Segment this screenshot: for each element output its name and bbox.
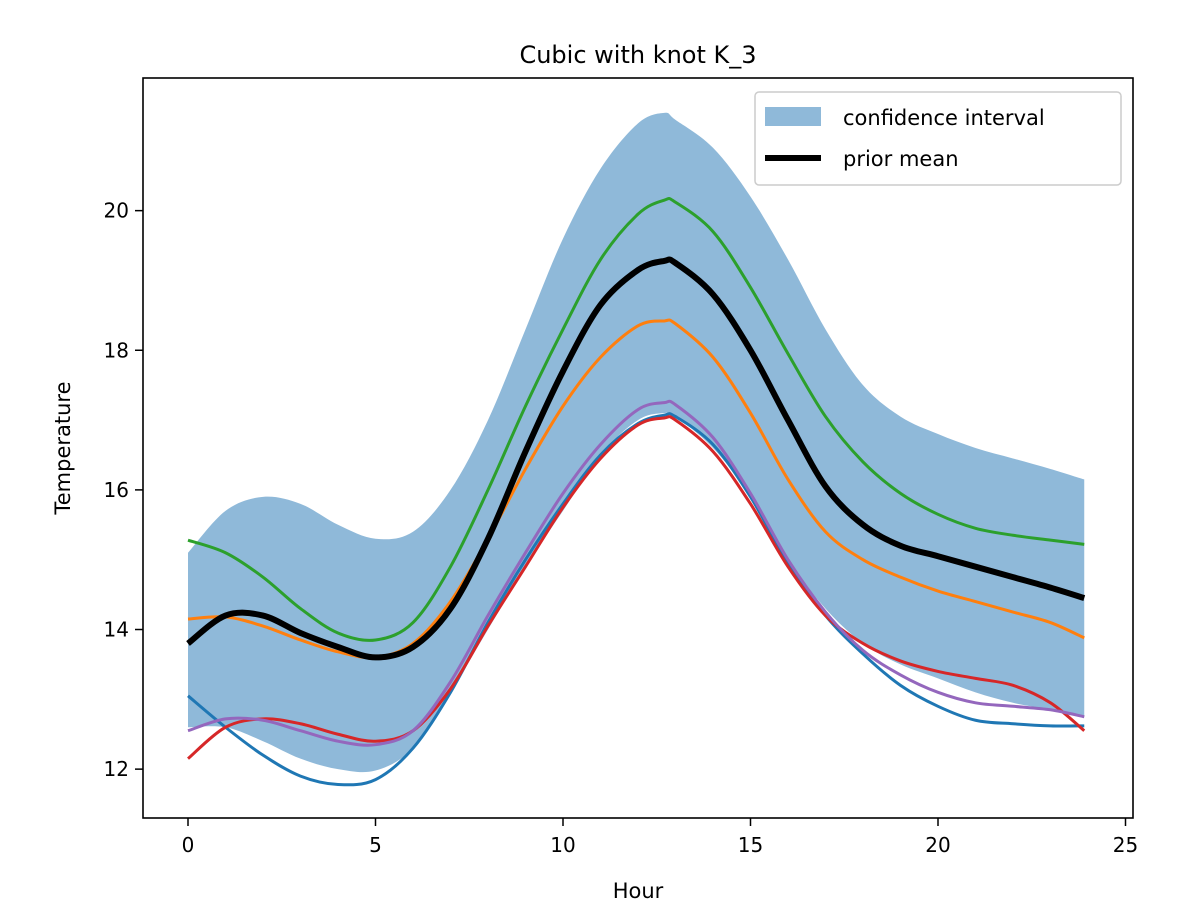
series-line-sample-3 (187, 399, 1085, 747)
confidence-interval-band (188, 112, 1085, 773)
chart-title: Cubic with knot K_3 (519, 41, 756, 69)
series-line-sample-5 (187, 197, 1085, 642)
series-line-prior-mean (186, 256, 1086, 661)
y-tick-label: 12 (104, 757, 129, 781)
legend-label-confidence-interval: confidence interval (843, 106, 1045, 130)
y-tick-label: 20 (104, 199, 129, 223)
series-line-sample-4 (187, 318, 1085, 660)
legend: confidence interval prior mean (754, 91, 1122, 186)
series-line-sample-1 (187, 412, 1085, 787)
x-tick-label: 20 (925, 833, 950, 857)
y-axis-label: Temperature (51, 381, 75, 515)
x-tick-label: 25 (1113, 833, 1138, 857)
y-tick-label: 14 (104, 618, 129, 642)
legend-label-prior-mean: prior mean (843, 147, 959, 171)
series-line-sample-2 (187, 415, 1086, 760)
x-tick-label: 10 (550, 833, 575, 857)
legend-frame (754, 91, 1122, 186)
y-axis: 12 14 16 18 20 (104, 199, 143, 781)
x-tick-label: 0 (182, 833, 195, 857)
x-axis-label: Hour (613, 879, 664, 903)
series-lines-layer (186, 197, 1086, 787)
x-tick-label: 5 (369, 833, 382, 857)
x-tick-label: 15 (738, 833, 763, 857)
y-tick-label: 16 (104, 478, 129, 502)
confidence-band-layer (188, 112, 1085, 773)
x-axis: 0 5 10 15 20 25 (182, 818, 1138, 857)
y-tick-label: 18 (104, 338, 129, 362)
legend-swatch-confidence-interval (765, 107, 821, 126)
plot-frame (142, 77, 1134, 819)
plot-area (186, 112, 1086, 787)
